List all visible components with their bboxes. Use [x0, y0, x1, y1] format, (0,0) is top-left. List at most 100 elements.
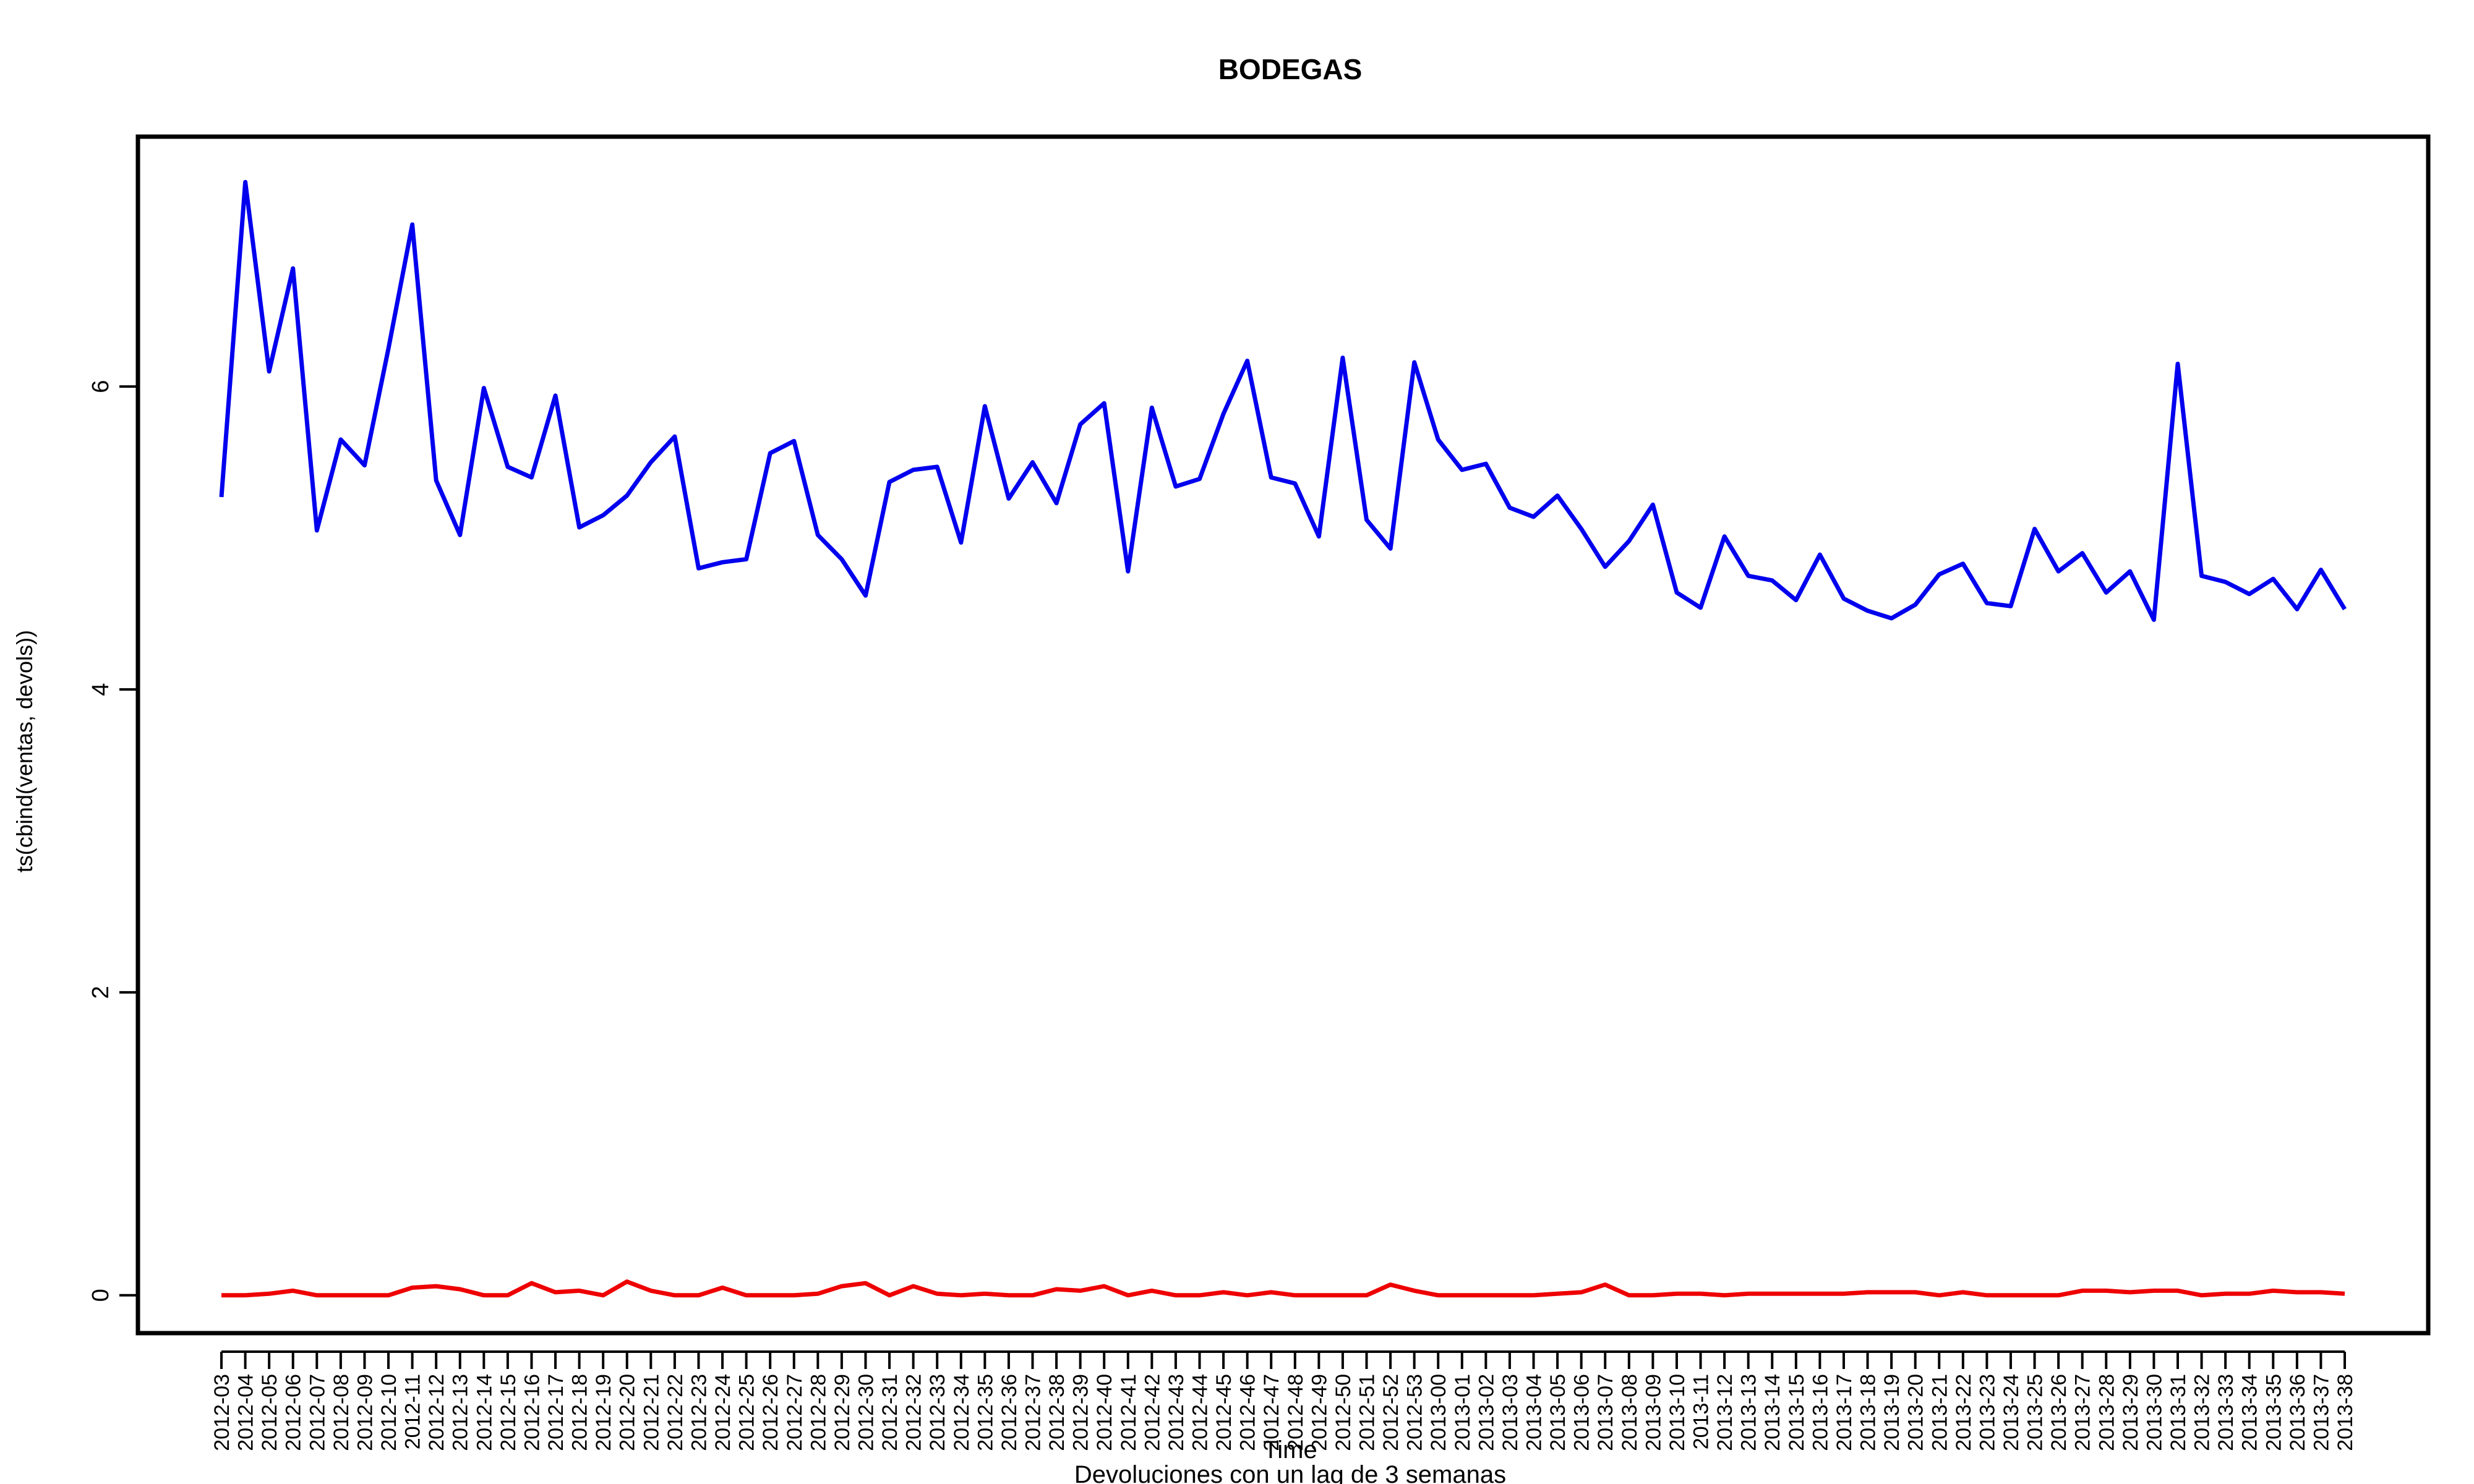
x-tick-label: 2013-18 — [1857, 1374, 1880, 1451]
x-tick-label: 2012-20 — [616, 1374, 640, 1451]
x-tick-label: 2013-12 — [1713, 1374, 1737, 1451]
x-tick-label: 2012-05 — [258, 1374, 281, 1451]
x-tick-label: 2013-09 — [1641, 1374, 1665, 1451]
x-tick-label: 2013-20 — [1904, 1374, 1928, 1451]
series-line-devols — [221, 1279, 2345, 1298]
x-tick-label: 2013-30 — [2142, 1374, 2166, 1451]
x-axis-label: Time — [1263, 1436, 1317, 1464]
x-tick-label: 2012-44 — [1188, 1374, 1212, 1451]
x-tick-label: 2012-08 — [330, 1374, 353, 1451]
x-tick-label: 2013-00 — [1427, 1374, 1450, 1451]
x-tick-label: 2013-26 — [2047, 1374, 2071, 1451]
y-tick-label: 0 — [88, 1289, 114, 1302]
x-tick-label: 2012-31 — [878, 1374, 902, 1451]
x-tick-label: 2012-29 — [831, 1374, 854, 1451]
x-tick-label: 2013-33 — [2214, 1374, 2238, 1451]
plot-frame — [135, 134, 2431, 1336]
x-tick-label: 2013-19 — [1880, 1374, 1904, 1451]
x-tick-label: 2013-29 — [2119, 1374, 2142, 1451]
x-tick-label: 2012-03 — [210, 1374, 234, 1451]
x-tick-label: 2012-46 — [1236, 1374, 1260, 1451]
x-tick-label: 2012-37 — [1021, 1374, 1045, 1451]
x-tick-label: 2012-41 — [1117, 1374, 1141, 1451]
x-tick-label: 2012-17 — [544, 1374, 568, 1451]
x-tick-label: 2012-53 — [1403, 1374, 1427, 1451]
x-tick-label: 2012-04 — [234, 1374, 258, 1451]
x-tick-label: 2013-21 — [1928, 1374, 1951, 1451]
x-tick-label: 2012-16 — [520, 1374, 544, 1451]
x-tick-label: 2012-49 — [1308, 1374, 1331, 1451]
x-tick-label: 2012-07 — [306, 1374, 329, 1451]
x-tick-label: 2013-04 — [1523, 1374, 1546, 1451]
x-tick-label: 2012-10 — [377, 1374, 401, 1451]
x-tick-label: 2012-39 — [1069, 1374, 1093, 1451]
x-tick-label: 2013-10 — [1666, 1374, 1689, 1451]
x-tick-label: 2013-03 — [1499, 1374, 1522, 1451]
y-tick-label: 2 — [88, 986, 114, 999]
x-tick-label: 2012-23 — [687, 1374, 711, 1451]
x-tick-label: 2013-27 — [2071, 1374, 2095, 1451]
x-tick-label: 2012-47 — [1260, 1374, 1283, 1451]
x-tick-label: 2013-38 — [2334, 1374, 2357, 1451]
x-tick-label: 2012-36 — [998, 1374, 1021, 1451]
y-axis-label: ts(cbind(ventas, devols)) — [12, 630, 37, 872]
x-tick-label: 2012-15 — [497, 1374, 520, 1451]
x-tick-label: 2012-50 — [1332, 1374, 1355, 1451]
x-tick-label: 2012-33 — [926, 1374, 949, 1451]
x-tick-label: 2013-23 — [1975, 1374, 1999, 1451]
x-tick-label: 2012-14 — [473, 1374, 496, 1451]
series-line-ventas — [219, 180, 2347, 622]
x-tick-label: 2012-45 — [1212, 1374, 1236, 1451]
x-tick-label: 2012-35 — [974, 1374, 997, 1451]
x-tick-label: 2013-24 — [2000, 1374, 2023, 1451]
x-tick-label: 2013-17 — [1833, 1374, 1856, 1451]
x-tick-label: 2012-26 — [759, 1374, 782, 1451]
x-tick-label: 2013-11 — [1690, 1374, 1713, 1449]
x-tick-label: 2013-13 — [1737, 1374, 1761, 1451]
x-tick-label: 2012-51 — [1356, 1374, 1379, 1451]
series-layer — [219, 180, 2347, 1298]
x-tick-label: 2013-37 — [2309, 1374, 2333, 1451]
x-tick-label: 2012-43 — [1165, 1374, 1188, 1451]
x-tick-label: 2013-07 — [1594, 1374, 1617, 1451]
x-tick-label: 2013-35 — [2262, 1374, 2285, 1451]
x-tick-label: 2012-11 — [401, 1374, 425, 1449]
x-tick-label: 2012-32 — [902, 1374, 926, 1451]
x-tick-label: 2012-30 — [854, 1374, 878, 1451]
x-tick-label: 2012-48 — [1284, 1374, 1308, 1451]
x-tick-label: 2012-18 — [568, 1374, 592, 1451]
x-tick-label: 2013-01 — [1451, 1374, 1475, 1451]
x-tick-label: 2012-12 — [425, 1374, 448, 1451]
x-tick-label: 2012-24 — [711, 1374, 735, 1451]
x-tick-label: 2013-16 — [1808, 1374, 1832, 1451]
x-tick-label: 2012-27 — [783, 1374, 807, 1451]
y-axis: 0 2 4 6 — [88, 380, 138, 1302]
x-tick-label: 2013-25 — [2024, 1374, 2047, 1451]
x-tick-label: 2013-32 — [2191, 1374, 2214, 1451]
x-tick-label: 2012-19 — [592, 1374, 615, 1451]
x-tick-label: 2013-05 — [1546, 1374, 1570, 1451]
x-tick-label: 2013-14 — [1761, 1374, 1784, 1451]
x-tick-label: 2013-15 — [1785, 1374, 1808, 1451]
x-tick-label: 2012-38 — [1045, 1374, 1069, 1451]
x-tick-label: 2013-08 — [1618, 1374, 1641, 1451]
y-tick-label: 4 — [88, 683, 114, 696]
x-tick-label: 2012-22 — [664, 1374, 687, 1451]
x-tick-label: 2013-06 — [1570, 1374, 1594, 1451]
x-tick-label: 2013-36 — [2286, 1374, 2309, 1451]
x-tick-label: 2012-34 — [950, 1374, 974, 1451]
x-tick-label: 2012-06 — [282, 1374, 306, 1451]
x-tick-label: 2012-40 — [1093, 1374, 1116, 1451]
x-axis: 2012-03 2012-04 2012-05 2012-06 2012-07 2012-… — [210, 1350, 2357, 1451]
x-tick-label: 2012-09 — [353, 1374, 377, 1451]
y-tick-label: 6 — [88, 380, 114, 393]
x-tick-label: 2012-42 — [1141, 1374, 1164, 1451]
x-tick-label: 2013-28 — [2095, 1374, 2118, 1451]
x-tick-label: 2012-21 — [640, 1374, 663, 1451]
x-tick-label: 2012-25 — [735, 1374, 759, 1451]
x-tick-label: 2013-22 — [1952, 1374, 1975, 1451]
x-tick-label: 2013-31 — [2167, 1374, 2190, 1451]
x-tick-label: 2012-28 — [807, 1374, 830, 1451]
x-tick-label: 2012-52 — [1379, 1374, 1403, 1451]
